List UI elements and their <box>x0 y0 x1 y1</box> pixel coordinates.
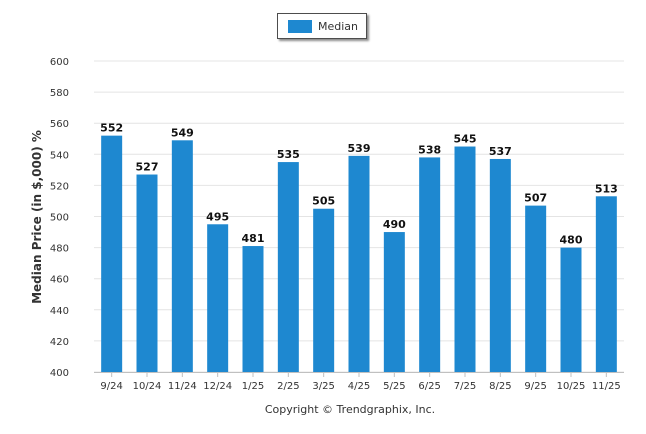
data-label: 552 <box>100 122 123 135</box>
x-tick-label: 7/25 <box>454 381 476 392</box>
data-label: 527 <box>136 161 159 174</box>
bar[interactable] <box>242 246 264 372</box>
legend[interactable]: Median <box>277 13 367 39</box>
legend-label-median: Median <box>318 19 359 33</box>
y-tick-label: 520 <box>50 181 69 192</box>
y-tick-labels: 400 420 440 460 480 500 520 540 560 580 600 <box>50 57 69 379</box>
y-tick-label: 580 <box>50 88 69 99</box>
bar[interactable] <box>383 232 405 372</box>
bar[interactable] <box>419 157 441 372</box>
x-tick-label: 8/25 <box>489 381 511 392</box>
x-tick-label: 5/25 <box>383 381 405 392</box>
bar[interactable] <box>136 174 158 372</box>
data-label: 537 <box>489 145 512 158</box>
y-tick-label: 560 <box>50 119 69 130</box>
x-tick-label: 3/25 <box>312 381 334 392</box>
y-tick-label: 500 <box>50 213 69 224</box>
bar[interactable] <box>313 208 335 372</box>
bar[interactable] <box>101 135 123 372</box>
bar[interactable] <box>348 155 370 372</box>
bar[interactable] <box>454 146 476 372</box>
data-label: 505 <box>312 195 335 208</box>
x-tick-label: 10/25 <box>557 381 586 392</box>
data-label: 480 <box>560 234 583 247</box>
x-tick-label: 6/25 <box>418 381 440 392</box>
x-tick-label: 12/24 <box>203 381 232 392</box>
y-tick-label: 440 <box>50 306 69 317</box>
data-label: 490 <box>383 218 406 231</box>
x-tick-label: 1/25 <box>242 381 264 392</box>
x-tick-label: 2/25 <box>277 381 299 392</box>
data-label: 513 <box>595 182 618 195</box>
data-label: 535 <box>277 148 300 161</box>
bar[interactable] <box>560 247 582 372</box>
bar[interactable] <box>171 140 193 372</box>
bar[interactable] <box>525 205 547 372</box>
y-tick-label: 420 <box>50 337 69 348</box>
data-label: 539 <box>348 142 371 155</box>
y-tick-label: 480 <box>50 244 69 255</box>
bar[interactable] <box>489 158 511 372</box>
y-tick-label: 460 <box>50 275 69 286</box>
bar[interactable] <box>207 224 229 372</box>
data-label: 481 <box>242 232 265 245</box>
data-label: 507 <box>524 192 547 205</box>
x-tick-label: 4/25 <box>348 381 370 392</box>
y-tick-label: 540 <box>50 150 69 161</box>
bar[interactable] <box>595 196 617 372</box>
data-label: 545 <box>454 133 477 146</box>
bars <box>101 135 617 372</box>
y-tick-label: 400 <box>50 368 69 379</box>
data-label: 549 <box>171 126 194 139</box>
x-tick-labels: 9/24 10/24 11/24 12/24 1/25 2/25 3/25 4/25 5/25 6… <box>100 372 621 392</box>
y-tick-label: 600 <box>50 57 69 68</box>
data-label: 495 <box>206 210 229 223</box>
bar[interactable] <box>277 162 299 372</box>
x-tick-label: 11/24 <box>168 381 197 392</box>
x-tick-label: 11/25 <box>592 381 621 392</box>
copyright-text: Copyright © Trendgraphix, Inc. <box>265 403 435 416</box>
x-tick-label: 9/24 <box>100 381 122 392</box>
y-axis-label: Median Price (in $,000) % <box>30 130 44 304</box>
x-tick-label: 10/24 <box>133 381 162 392</box>
x-tick-label: 9/25 <box>524 381 546 392</box>
data-label: 538 <box>418 143 441 156</box>
legend-swatch-median <box>288 19 312 33</box>
value-labels: 552 527 549 495 481 535 505 539 490 538 545 537 507 4… <box>100 122 618 247</box>
